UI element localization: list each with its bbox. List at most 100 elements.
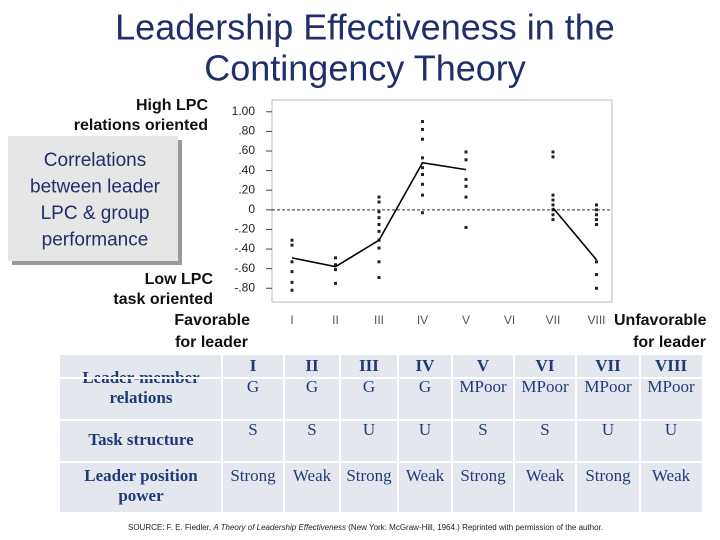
table-cell: U bbox=[363, 420, 375, 439]
data-point bbox=[464, 150, 468, 154]
y-tick-label: -.60 bbox=[234, 261, 255, 275]
data-point bbox=[377, 229, 381, 233]
data-point bbox=[377, 195, 381, 199]
table-header: VIII bbox=[655, 356, 688, 375]
annotation: Low LPC bbox=[145, 271, 214, 288]
y-axis-label: LPC & group bbox=[41, 203, 150, 224]
table-cell: Strong bbox=[585, 466, 631, 485]
table-header: V bbox=[477, 356, 490, 375]
data-point bbox=[377, 216, 381, 220]
table-cell: S bbox=[248, 420, 257, 439]
data-point bbox=[377, 210, 381, 214]
data-point bbox=[290, 260, 294, 264]
x-tick-label: I bbox=[290, 313, 293, 327]
y-tick-label: .40 bbox=[238, 163, 255, 177]
data-point bbox=[595, 223, 598, 227]
data-point bbox=[290, 243, 294, 247]
data-point bbox=[421, 127, 424, 131]
data-point bbox=[334, 256, 337, 260]
y-tick-label: -.80 bbox=[234, 280, 255, 294]
data-point bbox=[595, 208, 598, 212]
x-tick-label: V bbox=[462, 313, 470, 327]
y-axis-label: performance bbox=[42, 230, 149, 251]
y-axis-label: between leader bbox=[30, 177, 161, 198]
y-tick-label: -.20 bbox=[234, 222, 255, 236]
data-point bbox=[421, 182, 424, 186]
data-point bbox=[551, 150, 555, 154]
table-cell: G bbox=[306, 377, 318, 396]
data-point bbox=[377, 275, 381, 279]
source-part: (New York: McGraw-Hill, 1964.) Reprinted… bbox=[346, 523, 603, 532]
data-point bbox=[551, 203, 555, 207]
table-cell: Strong bbox=[346, 466, 392, 485]
y-tick-label: 0 bbox=[248, 202, 255, 216]
data-point bbox=[421, 137, 424, 141]
data-point bbox=[290, 270, 294, 274]
table-cell: Strong bbox=[460, 466, 506, 485]
table-cell: MPoor bbox=[459, 377, 507, 396]
table-cell: G bbox=[363, 377, 375, 396]
table-cell: MPoor bbox=[584, 377, 632, 396]
table-header: VI bbox=[536, 356, 555, 375]
data-point bbox=[334, 268, 337, 272]
table-cell: S bbox=[307, 420, 316, 439]
x-tick-label: III bbox=[374, 313, 384, 327]
x-tick-label: II bbox=[332, 313, 339, 327]
data-point bbox=[421, 156, 424, 160]
table-cell: Weak bbox=[293, 466, 332, 485]
y-tick-label: .80 bbox=[238, 124, 255, 138]
annotation: Unfavorable bbox=[614, 312, 707, 329]
row-label: power bbox=[118, 486, 164, 505]
data-point bbox=[464, 177, 468, 181]
row-label: relations bbox=[110, 388, 173, 407]
table-cell: Weak bbox=[652, 466, 691, 485]
table-cell: U bbox=[419, 420, 431, 439]
label-box bbox=[8, 136, 178, 261]
data-point bbox=[377, 246, 381, 250]
table-cell: G bbox=[419, 377, 431, 396]
table-cell: MPoor bbox=[521, 377, 569, 396]
x-tick-label: IV bbox=[417, 313, 428, 327]
table-header: IV bbox=[416, 356, 436, 375]
table-cell: Weak bbox=[406, 466, 445, 485]
y-tick-label: .60 bbox=[238, 143, 255, 157]
table-background bbox=[60, 355, 702, 512]
annotation: for leader bbox=[633, 334, 706, 351]
data-point bbox=[421, 211, 424, 215]
x-tick-label: VIII bbox=[587, 313, 605, 327]
slide-title: Contingency Theory bbox=[204, 48, 526, 89]
data-point bbox=[421, 166, 424, 170]
table-header: II bbox=[305, 356, 319, 375]
table-header: VII bbox=[595, 356, 621, 375]
data-point bbox=[377, 260, 381, 264]
x-tick-label: VII bbox=[546, 313, 561, 327]
table-cell: Strong bbox=[230, 466, 276, 485]
data-point bbox=[421, 120, 424, 124]
data-point bbox=[551, 218, 555, 222]
table-cell: U bbox=[602, 420, 614, 439]
table-cell: G bbox=[247, 377, 259, 396]
y-tick-label: .20 bbox=[238, 182, 255, 196]
source-part: SOURCE: F. E. Fiedler, bbox=[128, 523, 213, 532]
data-point bbox=[290, 238, 294, 242]
annotation: task oriented bbox=[113, 291, 213, 308]
table-cell: MPoor bbox=[647, 377, 695, 396]
plot-area bbox=[271, 99, 613, 303]
data-point bbox=[421, 193, 424, 197]
table-cell: S bbox=[540, 420, 549, 439]
annotation: High LPC bbox=[136, 97, 208, 114]
data-point bbox=[595, 273, 598, 277]
line bbox=[291, 161, 598, 268]
data-point bbox=[595, 218, 598, 222]
data-point bbox=[290, 288, 294, 292]
data-point bbox=[595, 286, 598, 290]
data-point bbox=[595, 203, 598, 207]
data-point bbox=[377, 200, 381, 204]
data-point bbox=[551, 213, 555, 217]
data-point bbox=[334, 263, 337, 267]
row-label: Task structure bbox=[88, 430, 194, 449]
x-tick-label: VI bbox=[504, 313, 515, 327]
data-point bbox=[464, 225, 468, 229]
data-point bbox=[377, 223, 381, 227]
row-label: Leader position bbox=[84, 466, 198, 485]
